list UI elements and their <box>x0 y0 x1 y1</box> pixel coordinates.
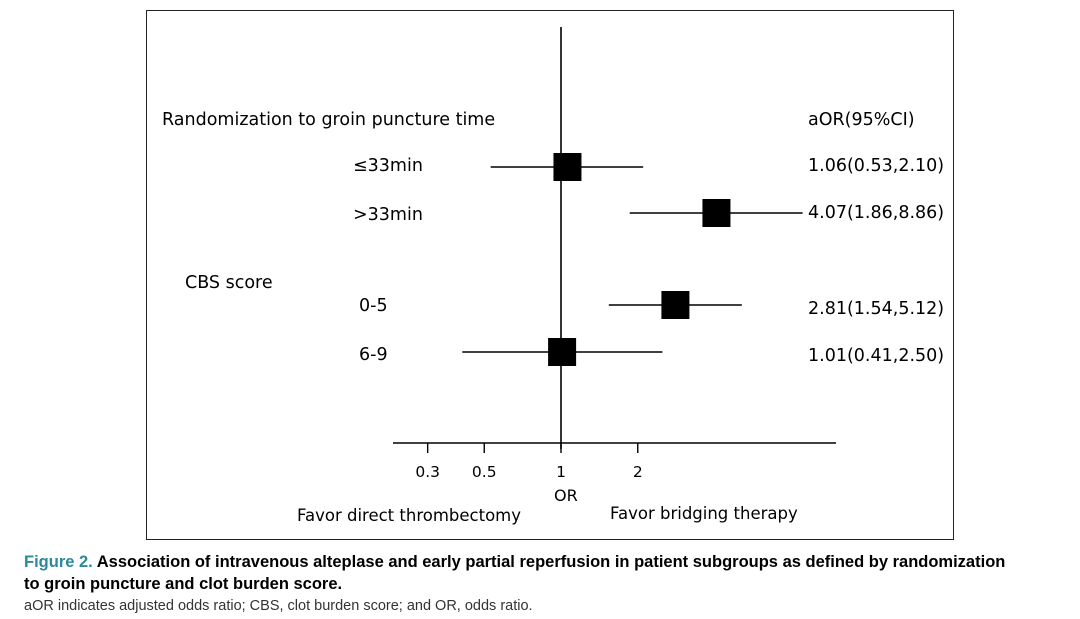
row-label-gt33min: >33min <box>353 205 423 225</box>
group-title-groin-puncture-time: Randomization to groin puncture time <box>162 110 496 130</box>
point-estimate-marker <box>661 291 690 319</box>
estimate-text-6-9: 1.01(0.41,2.50) <box>808 346 945 366</box>
favor-left-label: Favor direct thrombectomy <box>297 506 522 525</box>
caption-footnote: aOR indicates adjusted odds ratio; CBS, … <box>24 598 533 614</box>
x-tick-label: 0.3 <box>415 463 440 481</box>
x-tick-label: 2 <box>633 463 643 481</box>
estimate-text-gt33min: 4.07(1.86,8.86) <box>808 203 945 223</box>
estimate-header: aOR(95%CI) <box>808 110 915 130</box>
caption-title-line2: to groin puncture and clot burden score. <box>24 575 343 593</box>
estimate-text-0-5: 2.81(1.54,5.12) <box>808 299 945 319</box>
point-estimate-marker <box>702 199 731 227</box>
forest-plot-figure: 0.3 0.5 1 2 Randomization to groin puncture… <box>146 10 954 540</box>
x-tick-label: 0.5 <box>472 463 497 481</box>
figure-caption-title: Figure 2. Association of intravenous alt… <box>24 553 1005 572</box>
row-label-0-5: 0-5 <box>359 296 388 316</box>
point-estimate-marker <box>553 153 582 181</box>
estimate-text-le33min: 1.06(0.53,2.10) <box>808 156 945 176</box>
row-label-le33min: ≤33min <box>353 156 423 176</box>
group-title-cbs-score: CBS score <box>185 273 273 293</box>
row-label-6-9: 6-9 <box>359 345 388 365</box>
favor-right-label: Favor bridging therapy <box>610 504 798 523</box>
x-tick-label: 1 <box>556 463 566 481</box>
x-axis-label: OR <box>554 486 578 505</box>
point-estimate-marker <box>548 338 577 366</box>
caption-title-line1: Association of intravenous alteplase and… <box>96 553 1006 571</box>
figure-number: Figure 2. <box>24 553 93 571</box>
forest-plot-canvas: 0.3 0.5 1 2 <box>393 27 836 481</box>
